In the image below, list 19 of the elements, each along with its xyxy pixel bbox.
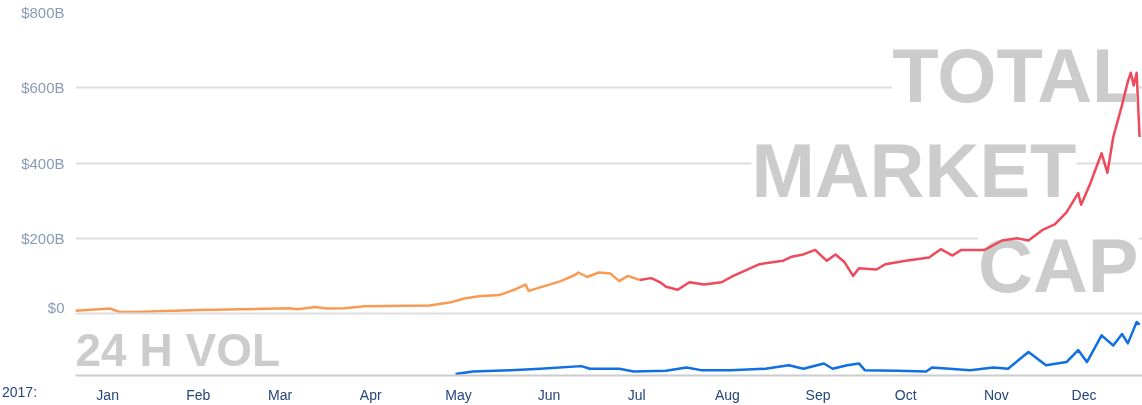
x-tick-label: May (445, 386, 472, 403)
x-tick-label: Jan (96, 386, 119, 403)
line-series (75, 271, 641, 314)
x-tick-label: Aug (714, 386, 740, 403)
y-tick-label: $200B (21, 229, 65, 247)
y-tick-label: $0 (47, 298, 65, 316)
y-tick-label: $800B (21, 4, 65, 21)
x-tick-label: Jul (627, 386, 646, 403)
x-tick-label: Sep (805, 386, 831, 403)
text: 2017: (2, 383, 38, 402)
x-tick-label: Mar (268, 386, 293, 403)
x-tick-label: Dec (1071, 386, 1097, 403)
x-tick-label: Oct (894, 386, 917, 403)
x-tick-label: Nov (983, 386, 1009, 403)
y-tick-label: $400B (21, 154, 65, 172)
x-tick-label: Jun (537, 386, 561, 403)
x-tick-label: Feb (186, 386, 211, 403)
y-tick-label: $600B (21, 79, 65, 97)
x-tick-label: Apr (359, 386, 382, 403)
